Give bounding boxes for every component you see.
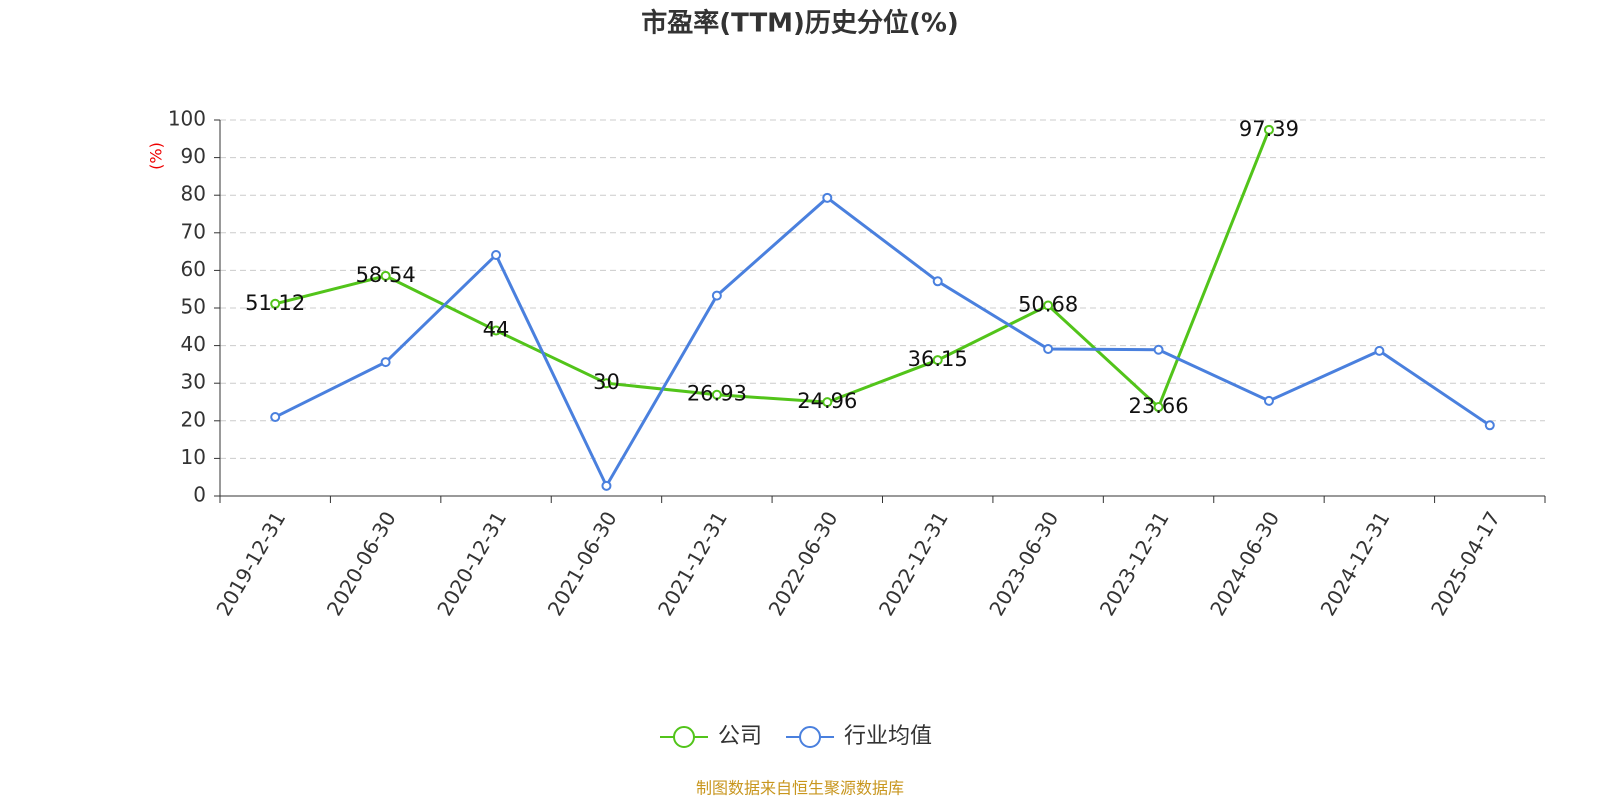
data-point [1263,395,1274,406]
y-tick-label: 30 [181,370,206,394]
data-label: 36.15 [908,347,968,371]
data-point [711,290,722,301]
data-point [822,397,833,408]
data-label: 58.54 [356,263,416,287]
legend-label: 公司 [718,724,762,749]
data-label: 30 [593,370,620,394]
x-tick-label: 2021-12-31 [653,507,732,620]
data-label: 44 [483,318,510,342]
x-tick-label: 2024-12-31 [1316,507,1395,620]
y-tick-label: 10 [181,445,206,469]
x-tick-label: 2022-12-31 [874,507,953,620]
data-point [1263,124,1274,135]
x-tick-label: 2021-06-30 [543,507,622,620]
x-tick-label: 2023-12-31 [1095,507,1174,620]
data-label: 24.96 [797,389,857,413]
data-point [380,357,391,368]
x-tick-label: 2020-06-30 [322,507,401,620]
x-tick-label: 2020-12-31 [432,507,511,620]
data-point [601,480,612,491]
y-tick-label: 90 [181,144,206,168]
y-tick-label: 60 [181,257,206,281]
data-label: 26.93 [687,382,747,406]
data-point [932,355,943,366]
x-tick-label: 2025-04-17 [1426,507,1505,620]
y-tick-label: 70 [181,219,206,243]
x-tick-label: 2023-06-30 [984,507,1063,620]
data-point [1153,344,1164,355]
legend-marker [673,726,695,748]
data-point [380,270,391,281]
series-line [274,195,1491,490]
chart-title: 市盈率(TTM)历史分位(%) [641,8,959,39]
y-axis-label: (%) [147,142,166,170]
data-point [270,412,281,423]
data-label: 23.66 [1128,394,1188,418]
y-tick-label: 0 [193,483,206,507]
legend-label: 行业均值 [844,724,932,749]
data-point [711,389,722,400]
data-point [601,378,612,389]
data-point [1043,300,1054,311]
x-tick-label: 2024-06-30 [1205,507,1284,620]
data-point [270,298,281,309]
data-point [1484,420,1495,431]
y-tick-label: 80 [181,182,206,206]
series-line [274,129,1271,410]
data-label: 97.39 [1239,117,1299,141]
y-tick-label: 20 [181,407,206,431]
y-tick-label: 40 [181,332,206,356]
data-point [1153,402,1164,413]
data-point [491,249,502,260]
source-note: 制图数据来自恒生聚源数据库 [696,779,904,798]
legend-marker [799,726,822,748]
data-label: 50.68 [1018,292,1078,316]
data-point [1374,345,1385,356]
x-tick-label: 2019-12-31 [211,507,290,620]
y-tick-label: 100 [168,107,206,131]
data-point [932,276,943,287]
y-tick-label: 50 [181,295,206,319]
data-point [822,192,833,203]
data-point [1043,343,1054,354]
data-point [491,325,502,336]
data-label: 51.12 [245,291,305,315]
x-tick-label: 2022-06-30 [763,507,842,620]
